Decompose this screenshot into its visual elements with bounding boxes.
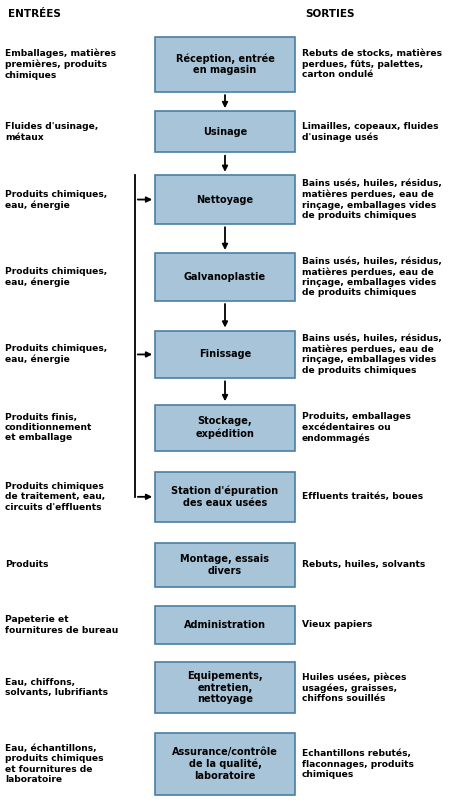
Text: Vieux papiers: Vieux papiers	[302, 621, 372, 629]
Text: Produits chimiques
de traitement, eau,
circuits d'effluents: Produits chimiques de traitement, eau, c…	[5, 482, 105, 512]
Text: Réception, entrée
en magasin: Réception, entrée en magasin	[176, 53, 275, 75]
Bar	[155, 37, 295, 92]
Text: Produits finis,
conditionnement
et emballage: Produits finis, conditionnement et embal…	[5, 412, 92, 442]
Text: Produits: Produits	[5, 561, 48, 570]
Text: Eau, échantillons,
produits chimiques
et fournitures de
laboratoire: Eau, échantillons, produits chimiques et…	[5, 744, 104, 784]
Text: Produits chimiques,
eau, énergie: Produits chimiques, eau, énergie	[5, 345, 107, 365]
Bar	[155, 733, 295, 795]
Text: Equipements,
entretien,
nettoyage: Equipements, entretien, nettoyage	[187, 671, 263, 705]
Bar	[155, 253, 295, 301]
Text: Produits chimiques,
eau, énergie: Produits chimiques, eau, énergie	[5, 267, 107, 287]
Bar	[155, 543, 295, 587]
Text: Papeterie et
fournitures de bureau: Papeterie et fournitures de bureau	[5, 615, 118, 634]
Text: Assurance/contrôle
de la qualité,
laboratoire: Assurance/contrôle de la qualité, labora…	[172, 747, 278, 781]
Text: Eau, chiffons,
solvants, lubrifiants: Eau, chiffons, solvants, lubrifiants	[5, 678, 108, 697]
Bar	[155, 175, 295, 224]
Text: Huiles usées, pièces
usagées, graisses,
chiffons souillés: Huiles usées, pièces usagées, graisses, …	[302, 672, 407, 703]
Bar	[155, 404, 295, 450]
Text: Montage, essais
divers: Montage, essais divers	[180, 554, 269, 576]
Text: Effluents traités, boues: Effluents traités, boues	[302, 492, 423, 501]
Text: Rebuts, huiles, solvants: Rebuts, huiles, solvants	[302, 561, 425, 570]
Text: Stockage,
expédition: Stockage, expédition	[196, 416, 255, 439]
Text: Bains usés, huiles, résidus,
matières perdues, eau de
rinçage, emballages vides
: Bains usés, huiles, résidus, matières pe…	[302, 179, 442, 220]
Bar	[155, 331, 295, 378]
Text: Bains usés, huiles, résidus,
matières perdues, eau de
rinçage, emballages vides
: Bains usés, huiles, résidus, matières pe…	[302, 334, 442, 375]
Text: ENTRÉES: ENTRÉES	[8, 9, 61, 19]
Text: Limailles, copeaux, fluides
d'usinage usés: Limailles, copeaux, fluides d'usinage us…	[302, 122, 438, 142]
Text: Emballages, matières
premières, produits
chimiques: Emballages, matières premières, produits…	[5, 48, 116, 80]
Text: Fluides d'usinage,
métaux: Fluides d'usinage, métaux	[5, 122, 98, 141]
Bar	[155, 472, 295, 521]
Text: Finissage: Finissage	[199, 349, 251, 359]
Text: Rebuts de stocks, matières
perdues, fûts, palettes,
carton ondulé: Rebuts de stocks, matières perdues, fûts…	[302, 49, 442, 79]
Bar	[155, 111, 295, 153]
Text: Galvanoplastie: Galvanoplastie	[184, 272, 266, 282]
Text: Echantillons rebutés,
flaconnages, produits
chimiques: Echantillons rebutés, flaconnages, produ…	[302, 749, 414, 779]
Bar	[155, 606, 295, 643]
Text: Nettoyage: Nettoyage	[197, 194, 254, 204]
Text: Usinage: Usinage	[203, 127, 247, 137]
Text: Administration: Administration	[184, 620, 266, 630]
Text: SORTIES: SORTIES	[305, 9, 354, 19]
Text: Produits chimiques,
eau, énergie: Produits chimiques, eau, énergie	[5, 190, 107, 210]
Text: Bains usés, huiles, résidus,
matières perdues, eau de
rinçage, emballages vides
: Bains usés, huiles, résidus, matières pe…	[302, 257, 442, 298]
Bar	[155, 663, 295, 713]
Text: Produits, emballages
excédentaires ou
endommagés: Produits, emballages excédentaires ou en…	[302, 412, 411, 443]
Text: Station d'épuration
des eaux usées: Station d'épuration des eaux usées	[171, 486, 278, 508]
